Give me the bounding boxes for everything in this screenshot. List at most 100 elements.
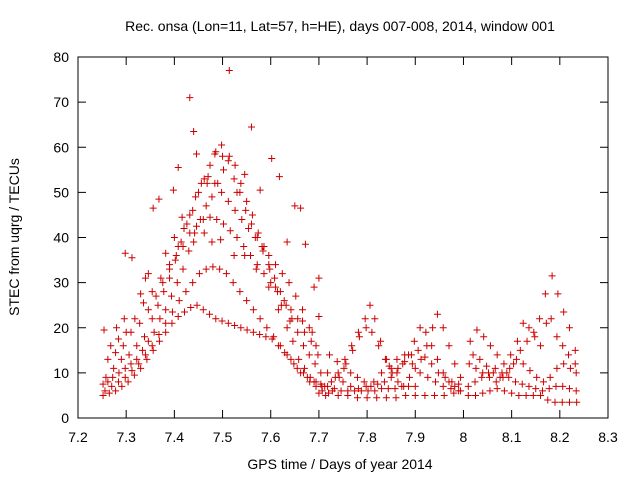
data-point	[315, 274, 323, 282]
data-point	[565, 324, 573, 332]
data-point	[391, 385, 399, 393]
data-point	[137, 364, 145, 372]
data-point	[401, 358, 409, 366]
data-point	[283, 351, 291, 359]
data-point	[537, 391, 545, 399]
data-point	[348, 342, 356, 350]
data-point	[378, 369, 386, 377]
data-point	[218, 317, 226, 325]
data-point	[143, 355, 151, 363]
data-point	[532, 385, 540, 393]
data-point	[393, 355, 401, 363]
data-point	[317, 369, 325, 377]
data-point	[354, 328, 362, 336]
data-point	[195, 270, 203, 278]
data-point	[518, 380, 526, 388]
data-point	[167, 292, 175, 300]
data-point	[169, 186, 177, 194]
data-point	[104, 355, 112, 363]
data-point	[351, 387, 359, 395]
data-point	[548, 272, 556, 280]
data-point	[222, 270, 230, 278]
data-point	[299, 342, 307, 350]
data-point	[301, 240, 309, 248]
data-point	[416, 369, 424, 377]
data-point	[317, 380, 325, 388]
data-point	[272, 261, 280, 269]
data-point	[297, 204, 305, 212]
data-point	[258, 243, 266, 251]
data-point	[287, 306, 295, 314]
data-point	[249, 328, 257, 336]
data-point	[243, 197, 251, 205]
data-point	[121, 249, 129, 257]
data-point	[155, 195, 163, 203]
data-point	[341, 355, 349, 363]
data-point	[381, 355, 389, 363]
data-point	[213, 215, 221, 223]
data-point	[465, 360, 473, 368]
data-point	[560, 360, 568, 368]
data-point	[553, 364, 561, 372]
data-point	[506, 364, 514, 372]
data-point	[121, 373, 129, 381]
data-point	[450, 389, 458, 397]
data-point	[542, 319, 550, 327]
data-point	[375, 342, 383, 350]
data-point	[209, 263, 217, 271]
x-tick-label: 8.1	[502, 429, 522, 445]
data-point	[299, 306, 307, 314]
data-point	[572, 369, 580, 377]
data-point	[199, 215, 207, 223]
chart-title: Rec. onsa (Lon=11, Lat=57, h=HE), days 0…	[125, 18, 555, 34]
data-point	[243, 326, 251, 334]
data-point	[282, 301, 290, 309]
data-point	[189, 206, 197, 214]
data-point	[162, 306, 170, 314]
data-point	[496, 373, 504, 381]
data-point	[238, 215, 246, 223]
data-point	[112, 387, 120, 395]
data-point	[220, 166, 228, 174]
data-point	[292, 292, 300, 300]
data-point	[472, 364, 480, 372]
data-point	[240, 243, 248, 251]
data-point	[347, 369, 355, 377]
data-point	[312, 382, 320, 390]
data-point	[300, 328, 308, 336]
data-point	[140, 333, 148, 341]
data-point	[512, 355, 520, 363]
data-point	[573, 398, 581, 406]
data-point	[113, 324, 121, 332]
data-point	[448, 378, 456, 386]
data-point	[186, 211, 194, 219]
data-point	[128, 367, 136, 375]
data-point	[491, 364, 499, 372]
data-point	[515, 391, 523, 399]
data-point	[278, 270, 286, 278]
data-point	[140, 299, 148, 307]
data-point	[276, 342, 284, 350]
data-point	[212, 315, 220, 323]
data-point	[440, 391, 448, 399]
data-point	[294, 315, 302, 323]
data-point	[500, 387, 508, 395]
data-point	[162, 319, 170, 327]
data-point	[155, 337, 163, 345]
data-point	[523, 337, 531, 345]
data-point	[559, 342, 567, 350]
data-point	[231, 161, 239, 169]
data-point	[364, 387, 372, 395]
data-point	[559, 382, 567, 390]
data-point	[545, 385, 553, 393]
data-point	[233, 188, 241, 196]
data-point	[231, 321, 239, 329]
data-point	[478, 373, 486, 381]
data-point	[416, 324, 424, 332]
data-point	[290, 360, 298, 368]
data-point	[104, 378, 112, 386]
data-point	[373, 394, 381, 402]
data-point	[492, 378, 500, 386]
data-point	[265, 283, 273, 291]
data-point	[455, 380, 463, 388]
